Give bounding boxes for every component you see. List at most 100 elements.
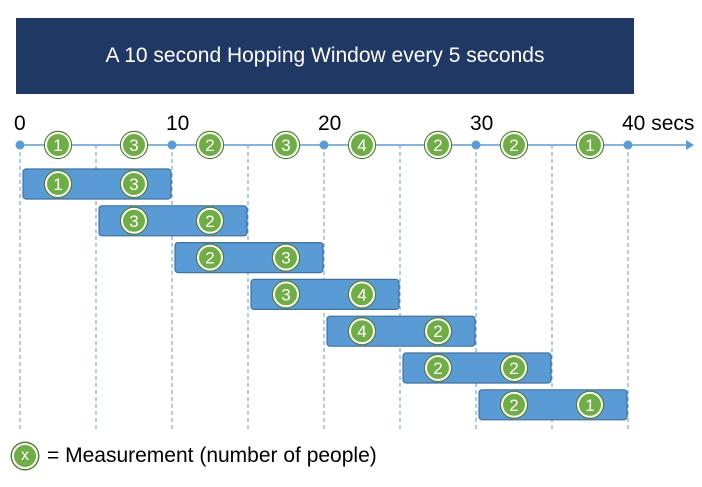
badge-ring: [119, 206, 149, 235]
tick-label: 10: [166, 112, 189, 135]
badge-ring: [195, 130, 225, 160]
badge-circle: [45, 171, 71, 197]
badge-circle: [501, 391, 527, 418]
badge-circle: [349, 281, 375, 308]
badge-circle: [121, 132, 147, 158]
measurement-badge: 2: [423, 353, 453, 383]
badge-circle: [273, 132, 299, 158]
gridlines: [19, 145, 629, 432]
measurement-badge: 2: [499, 390, 529, 419]
badge-value: 2: [433, 359, 442, 378]
badge-circle: [273, 281, 299, 308]
badge-ring: [347, 280, 377, 309]
badge-value: 2: [509, 136, 518, 155]
measurement-badge: 2: [423, 130, 453, 160]
measurement-badge: 3: [119, 169, 149, 199]
tick-label: 20: [318, 112, 341, 135]
badge-circle: [349, 132, 375, 158]
badge-value: 3: [281, 249, 290, 268]
measurements: 1 3 2 3 4 2 2 1: [43, 130, 605, 160]
badge-ring: [499, 130, 529, 160]
badge-value: 2: [433, 136, 442, 155]
badge-value: 2: [509, 396, 518, 415]
measurement-badge: 4: [347, 280, 377, 309]
measurement-badge: 3: [119, 130, 149, 160]
measurement-badge: 2: [423, 317, 453, 346]
badge-ring: [347, 130, 377, 160]
badge-circle: [425, 318, 451, 345]
badge-circle: [501, 132, 527, 158]
badge-circle: [197, 244, 223, 271]
badge-circle: [45, 132, 71, 158]
badge-circle: [197, 207, 223, 234]
windows: 1 33 22 33 44 22 22 1: [22, 168, 628, 421]
measurement-badge: 2: [195, 206, 225, 235]
badge-value: 3: [129, 175, 138, 194]
measurement-badge: 2: [499, 130, 529, 160]
legend: x = Measurement (number of people): [12, 441, 377, 471]
badge-value: 1: [53, 136, 62, 155]
measurement-badge: 3: [271, 280, 301, 309]
badge-ring: [271, 243, 301, 272]
measurement-badge: 2: [499, 353, 529, 383]
badge-ring: [119, 130, 149, 160]
badge-circle: [121, 171, 147, 197]
badge-value: 3: [129, 212, 138, 231]
badge-ring: [271, 130, 301, 160]
badge-circle: [425, 132, 451, 158]
badge-circle: [577, 132, 603, 158]
badge-ring: [43, 130, 73, 160]
measurement-badge: 1: [575, 390, 605, 419]
measurement-badge: 2: [195, 130, 225, 160]
measurement-badge: 3: [119, 206, 149, 235]
badge-value: 4: [357, 136, 366, 155]
tick-dot: [319, 140, 329, 150]
badge-value: 4: [357, 285, 366, 304]
measurement-badge: 2: [195, 243, 225, 272]
measurement-badge: 1: [575, 130, 605, 160]
tick-dot: [623, 140, 633, 150]
badge-value: 1: [53, 175, 62, 194]
badge-ring: [271, 280, 301, 309]
badge-circle: [425, 355, 451, 381]
badge-ring: [423, 353, 453, 383]
tick-label: 30: [470, 112, 493, 135]
badge-circle: [273, 244, 299, 271]
badge-value: 3: [281, 285, 290, 304]
badge-value: 2: [205, 136, 214, 155]
tick-dot: [167, 140, 177, 150]
measurement-badge: 4: [347, 130, 377, 160]
badge-ring: [347, 317, 377, 346]
legend-measurement-badge: x: [12, 443, 38, 469]
axis-arrow: [686, 140, 694, 150]
badge-ring: [195, 243, 225, 272]
badge-circle: [501, 355, 527, 381]
badge-value: 2: [205, 249, 214, 268]
tick-label: 0: [14, 112, 26, 135]
tick-dot: [15, 140, 25, 150]
title-banner: A 10 second Hopping Window every 5 secon…: [16, 18, 634, 94]
badge-ring: [195, 206, 225, 235]
legend-text: = Measurement (number of people): [47, 444, 377, 467]
badge-ring: [575, 390, 605, 419]
measurement-badge: 1: [43, 130, 73, 160]
badge-value: 3: [129, 136, 138, 155]
badge-circle: [197, 132, 223, 158]
badge-ring: [499, 390, 529, 419]
measurement-badge: 4: [347, 317, 377, 346]
badge-value: 1: [585, 136, 594, 155]
badge-ring: [119, 169, 149, 199]
badge-ring: [499, 353, 529, 383]
badge-ring: [575, 130, 605, 160]
measurement-badge: 3: [271, 243, 301, 272]
tick-label: 40 secs: [622, 112, 694, 135]
badge-ring: [423, 317, 453, 346]
badge-value: 4: [357, 322, 366, 341]
